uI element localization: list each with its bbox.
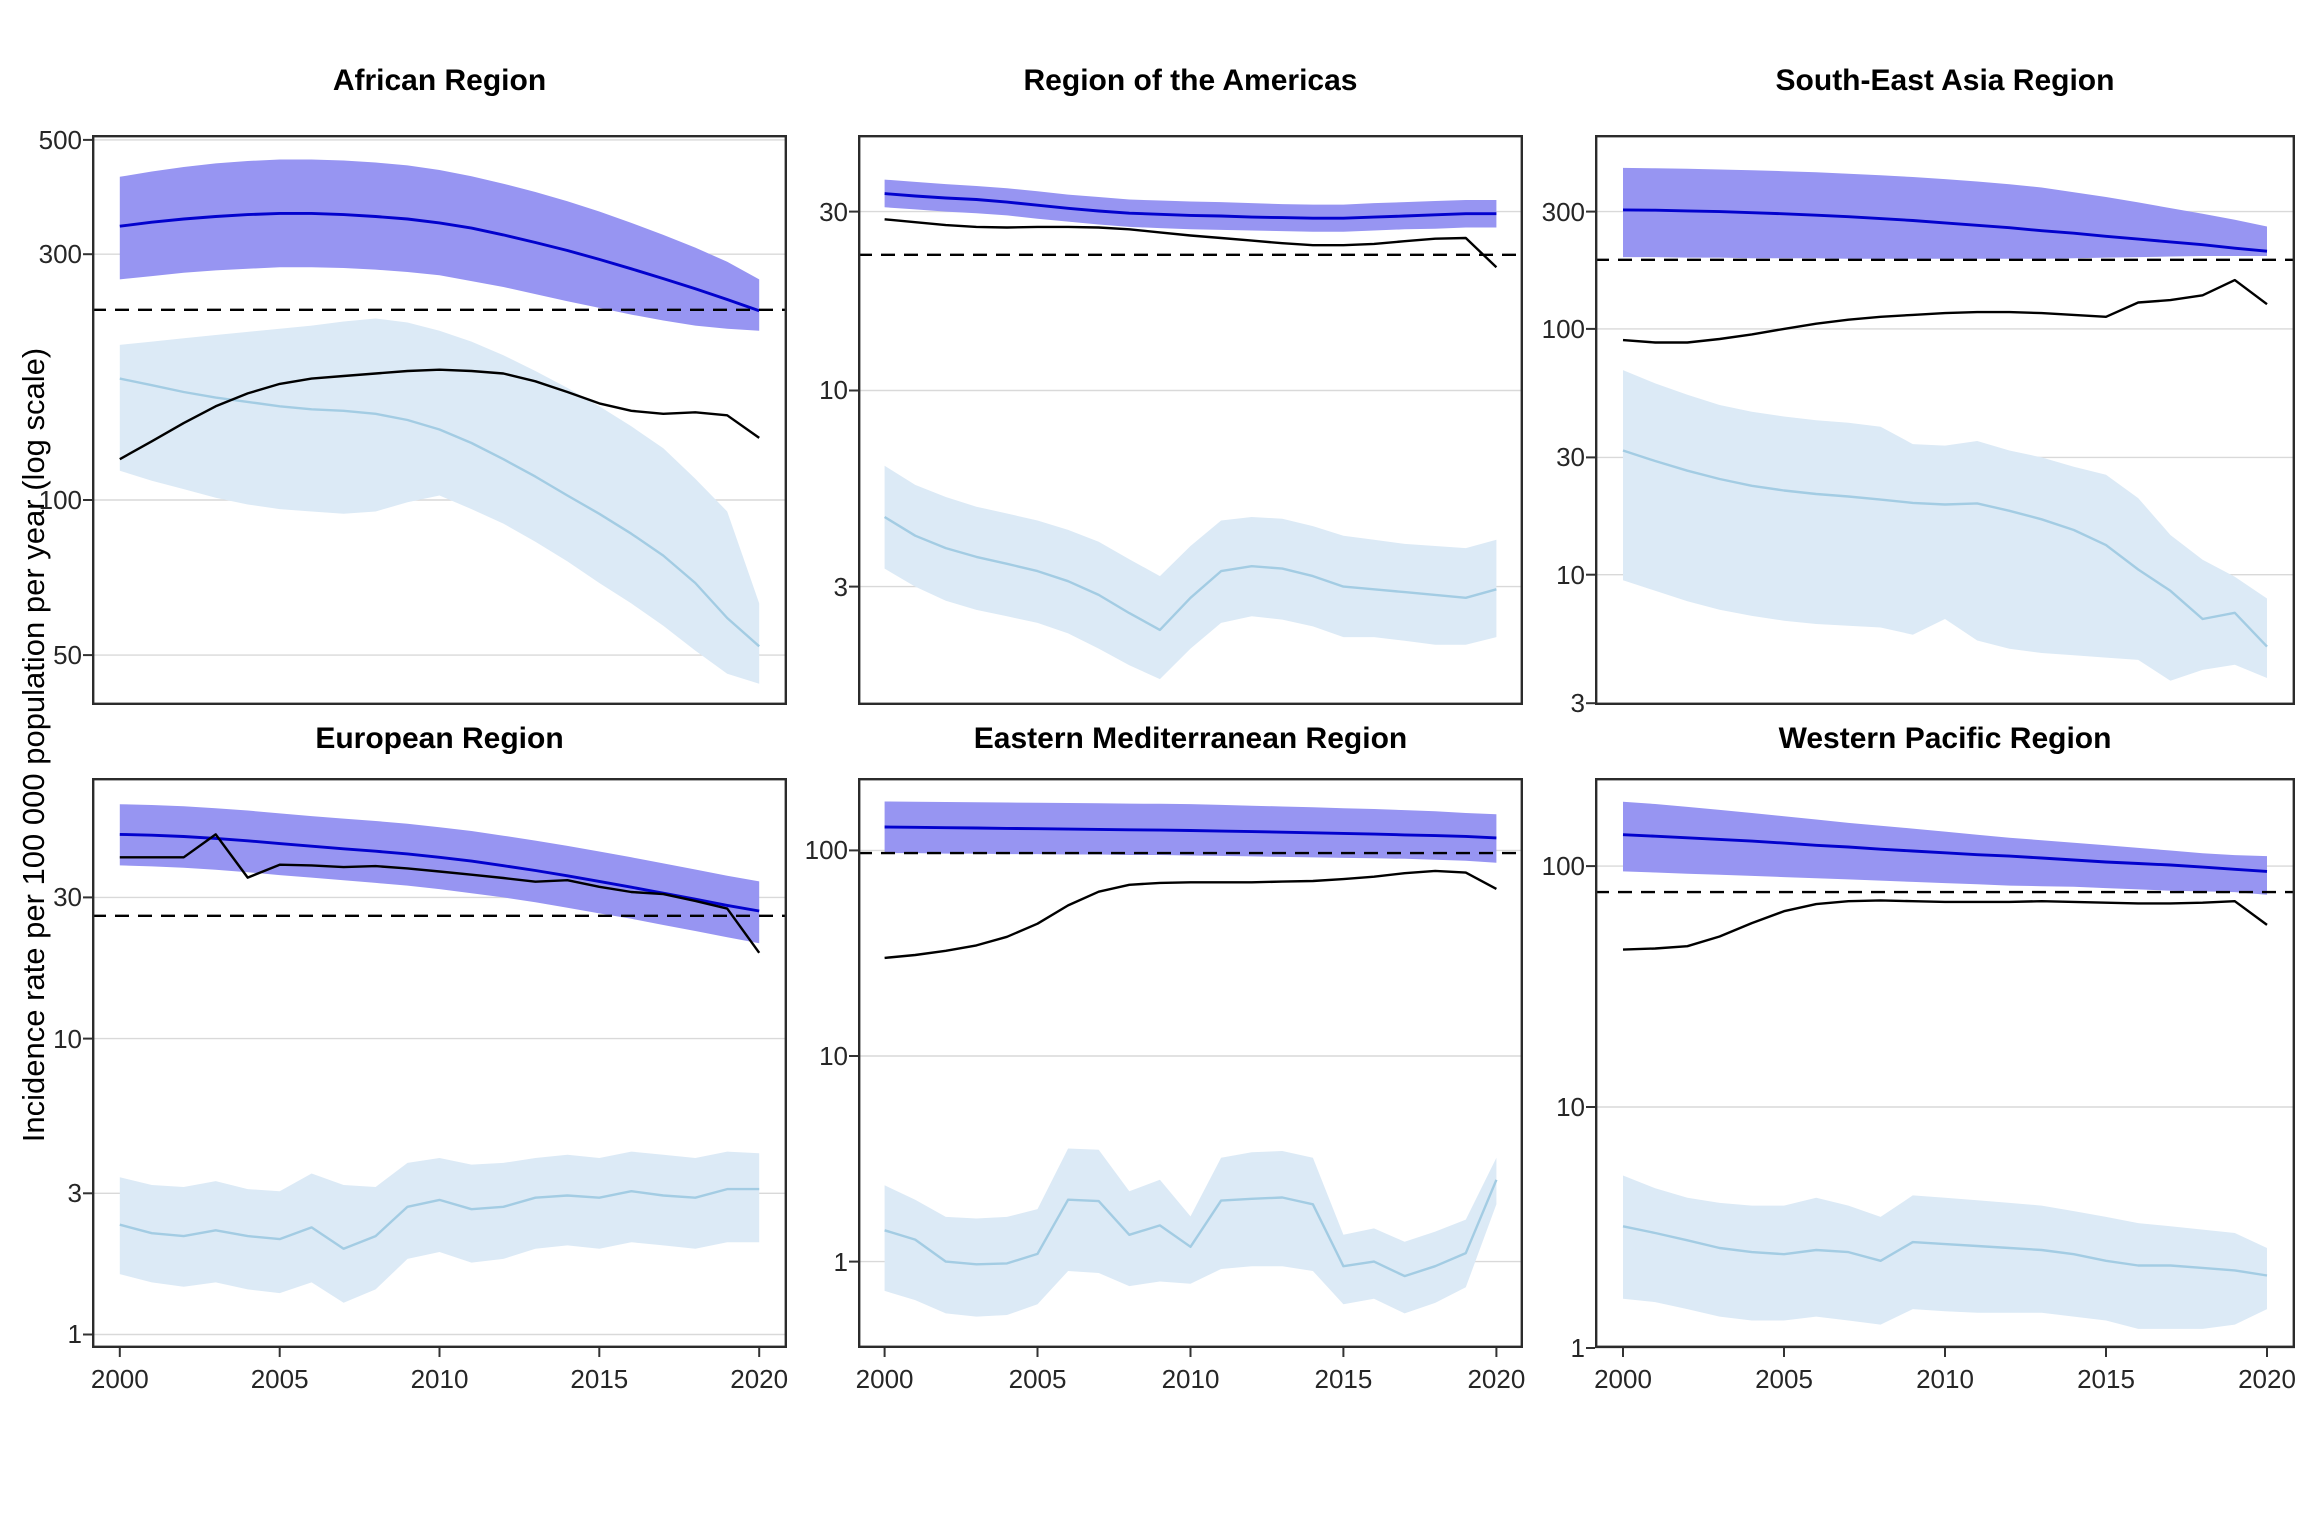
panel-border-european-region <box>92 778 787 1348</box>
black-line-region-of-the-americas <box>884 218 1498 269</box>
light-blue-line-western-pacific-region <box>1622 1225 2268 1277</box>
blue-band-south-east-asia-region <box>1623 167 2267 259</box>
x-tick-label: 2000 <box>1594 1364 1652 1394</box>
y-tick-label: 1 <box>67 1319 82 1350</box>
x-tick-label: 2020 <box>730 1364 789 1394</box>
y-tick-label: 10 <box>1556 1092 1585 1123</box>
blue-band-european-region <box>119 804 760 944</box>
blue-line-western-pacific-region <box>1622 833 2268 873</box>
chart-eastern-mediterranean-region <box>849 778 1523 1357</box>
y-tick-label: 300 <box>38 239 82 270</box>
y-tick-label: 3 <box>67 1178 82 1209</box>
blue-band-african-region <box>119 159 760 331</box>
x-tick-label: 2005 <box>250 1364 309 1394</box>
panel-border-african-region <box>92 135 787 705</box>
chart-south-east-asia-region <box>1586 135 2295 705</box>
panel-title-south-east-asia-region: South-East Asia Region <box>1775 64 2115 97</box>
panel-title-african-region: African Region <box>332 64 547 97</box>
panel-title-region-of-the-americas: Region of the Americas <box>1023 64 1358 97</box>
y-tick-label: 100 <box>804 835 848 866</box>
y-tick-label: 3 <box>833 571 848 602</box>
y-tick-label: 30 <box>1556 442 1585 473</box>
y-tick-label: 500 <box>38 124 82 155</box>
light-blue-band-south-east-asia-region <box>1623 370 2267 681</box>
x-tick-label: 2010 <box>1916 1364 1974 1394</box>
x-tick-label: 2010 <box>1161 1364 1220 1394</box>
black-line-african-region <box>119 368 760 461</box>
light-blue-line-african-region <box>119 377 760 648</box>
light-blue-band-eastern-mediterranean-region <box>884 1148 1497 1317</box>
y-tick-label: 100 <box>1541 313 1585 344</box>
chart-european-region <box>83 778 787 1357</box>
light-blue-band-region-of-the-americas <box>884 465 1497 680</box>
blue-band-region-of-the-americas <box>884 179 1497 232</box>
x-tick-label: 2000 <box>90 1364 149 1394</box>
blue-line-african-region <box>119 211 760 313</box>
chart-region-of-the-americas <box>849 135 1523 705</box>
light-blue-line-eastern-mediterranean-region <box>884 1179 1498 1278</box>
y-tick-label: 10 <box>53 1023 82 1054</box>
y-tick-label: 300 <box>1541 196 1585 227</box>
light-blue-band-african-region <box>119 318 760 684</box>
light-blue-band-western-pacific-region <box>1623 1175 2267 1329</box>
x-tick-label: 2005 <box>1008 1364 1067 1394</box>
x-tick-label: 2020 <box>1467 1364 1526 1394</box>
y-tick-label: 1 <box>1570 1333 1585 1363</box>
light-blue-line-region-of-the-americas <box>883 515 1497 632</box>
x-tick-label: 2015 <box>2077 1364 2135 1394</box>
y-tick-label: 3 <box>1570 688 1585 719</box>
blue-line-eastern-mediterranean-region <box>884 825 1497 840</box>
panel-border-region-of-the-americas <box>858 135 1523 705</box>
x-tick-label: 2020 <box>2238 1364 2296 1394</box>
light-blue-line-south-east-asia-region <box>1622 449 2268 648</box>
y-tick-label: 50 <box>53 640 82 671</box>
y-tick-label: 1 <box>833 1246 848 1277</box>
x-tick-label: 2005 <box>1755 1364 1813 1394</box>
y-tick-label: 10 <box>1556 559 1585 590</box>
x-tick-label: 2015 <box>570 1364 629 1394</box>
x-tick-label: 2000 <box>855 1364 914 1394</box>
y-tick-label: 100 <box>1541 851 1585 882</box>
blue-line-region-of-the-americas <box>884 192 1497 220</box>
panel-border-eastern-mediterranean-region <box>858 778 1523 1348</box>
panel-border-south-east-asia-region <box>1595 135 2295 705</box>
black-line-european-region <box>119 833 761 954</box>
y-tick-label: 30 <box>819 196 848 227</box>
panel-border-western-pacific-region <box>1595 778 2295 1348</box>
panel-title-eastern-mediterranean-region: Eastern Mediterranean Region <box>973 722 1408 755</box>
y-tick-label: 10 <box>819 375 848 406</box>
x-tick-label: 2010 <box>410 1364 469 1394</box>
y-tick-label: 100 <box>38 484 82 515</box>
blue-line-european-region <box>119 832 760 913</box>
blue-band-western-pacific-region <box>1623 801 2267 895</box>
blue-band-eastern-mediterranean-region <box>884 801 1497 863</box>
x-tick-label: 2015 <box>1314 1364 1373 1394</box>
black-line-western-pacific-region <box>1622 899 2268 951</box>
light-blue-line-european-region <box>119 1187 760 1250</box>
chart-african-region <box>83 135 787 705</box>
panel-title-european-region: European Region <box>315 722 564 755</box>
y-tick-label: 30 <box>53 882 82 913</box>
panel-title-western-pacific-region: Western Pacific Region <box>1778 722 2112 755</box>
black-line-eastern-mediterranean-region <box>884 869 1497 960</box>
light-blue-band-european-region <box>119 1151 760 1303</box>
blue-line-south-east-asia-region <box>1622 208 2268 253</box>
chart-western-pacific-region <box>1586 778 2295 1357</box>
black-line-south-east-asia-region <box>1622 278 2268 344</box>
y-tick-label: 10 <box>819 1041 848 1071</box>
